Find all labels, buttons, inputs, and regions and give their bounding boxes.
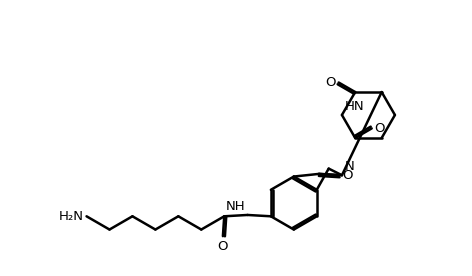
Text: H₂N: H₂N [59,210,84,223]
Text: O: O [325,76,336,89]
Text: O: O [375,122,385,135]
Text: HN: HN [345,100,364,113]
Text: O: O [343,169,353,182]
Text: NH: NH [226,200,245,213]
Text: N: N [345,160,354,173]
Text: O: O [218,240,228,253]
